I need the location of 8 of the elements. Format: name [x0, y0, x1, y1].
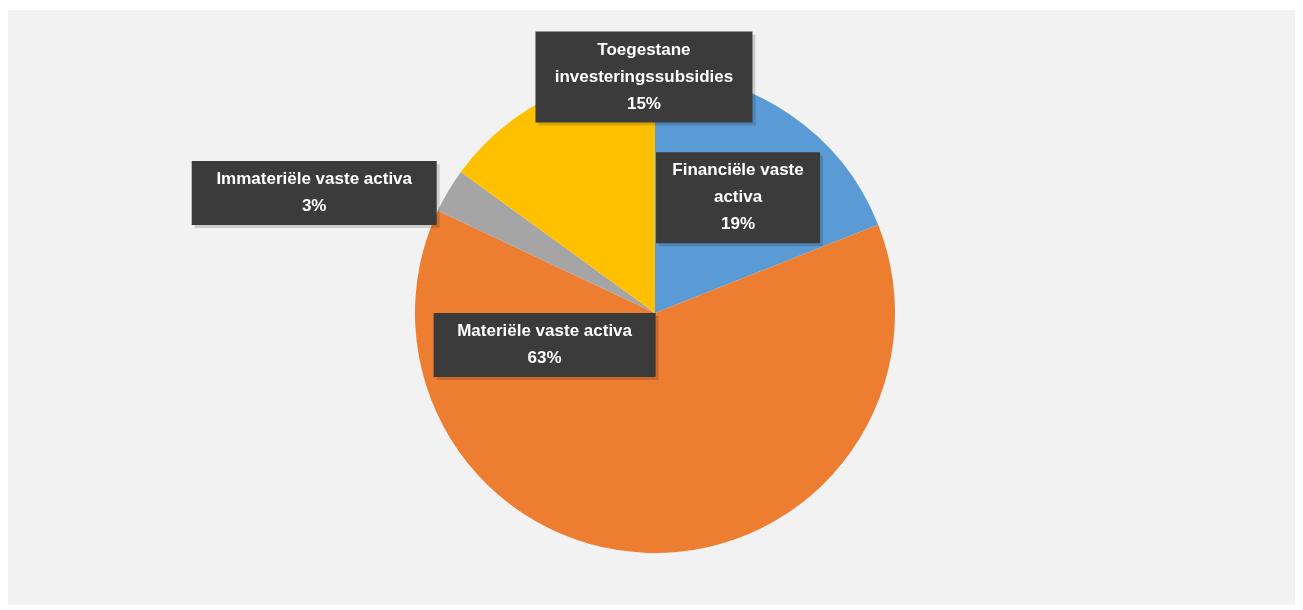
slice-label: Financiële vaste activa [672, 160, 804, 207]
slice-label: Toegestane investeringssubsidies [554, 39, 734, 86]
slice-label: Materiële vaste activa [457, 321, 633, 341]
slice-label: Immateriële vaste activa [216, 169, 413, 189]
data-label: 15% [626, 93, 661, 113]
data-label: 3% [301, 196, 327, 216]
data-label: 19% [721, 214, 756, 234]
data-label: 63% [527, 348, 562, 368]
